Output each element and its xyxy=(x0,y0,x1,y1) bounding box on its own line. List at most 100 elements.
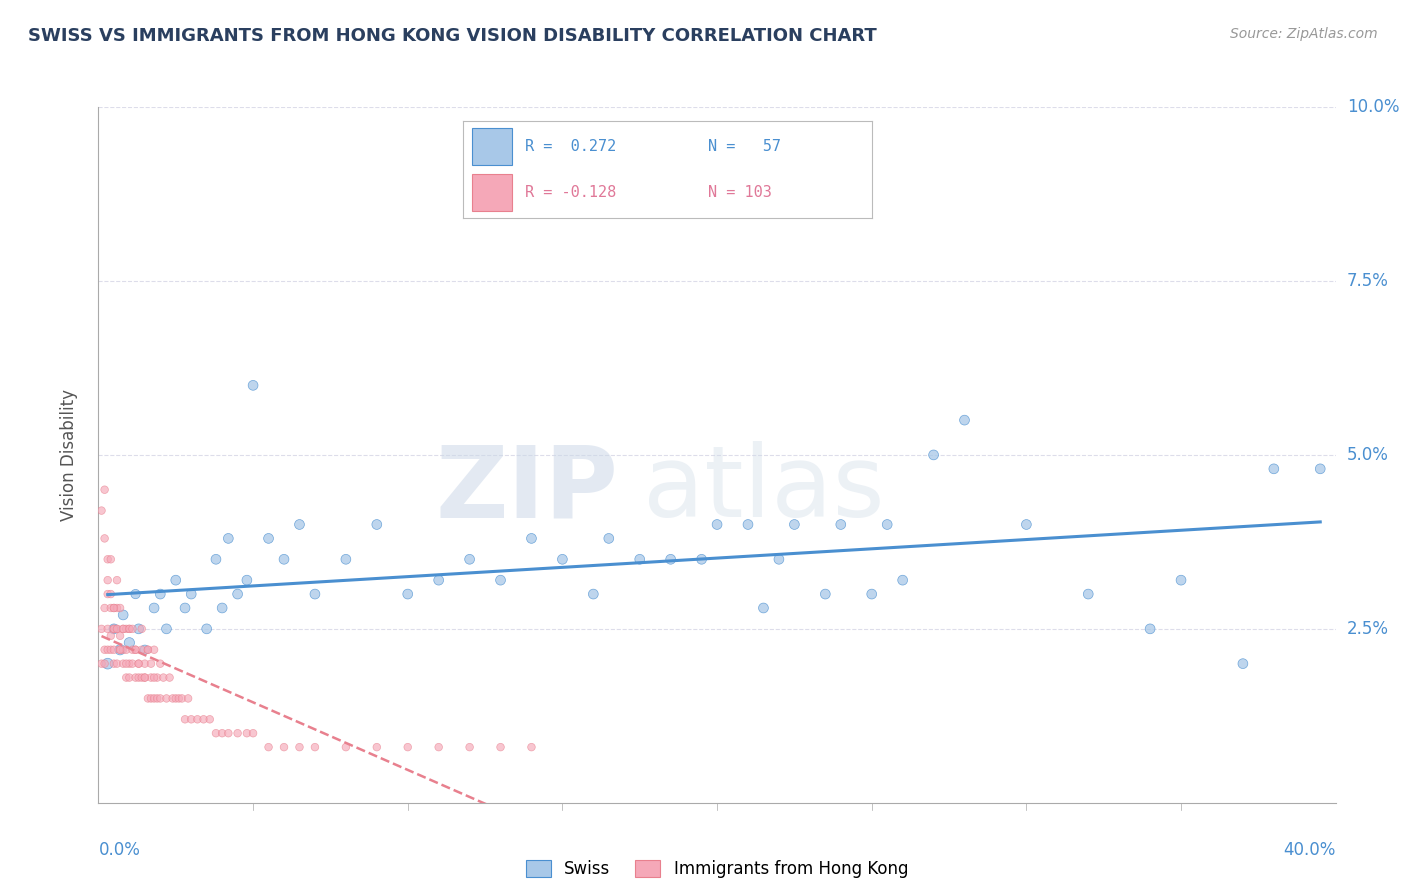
Point xyxy=(93,601,115,615)
Point xyxy=(103,601,125,615)
Point xyxy=(103,622,125,636)
Text: 7.5%: 7.5% xyxy=(1347,272,1389,290)
Point xyxy=(205,726,228,740)
Point xyxy=(112,607,135,622)
Point xyxy=(520,740,543,755)
Point xyxy=(195,622,218,636)
Point xyxy=(131,671,153,685)
Point xyxy=(100,552,122,566)
Point xyxy=(170,691,193,706)
Legend: Swiss, Immigrants from Hong Kong: Swiss, Immigrants from Hong Kong xyxy=(519,854,915,885)
Point xyxy=(115,622,138,636)
Point xyxy=(783,517,806,532)
Point xyxy=(891,573,914,587)
Point xyxy=(427,740,450,755)
Point xyxy=(93,657,115,671)
Point xyxy=(830,517,852,532)
Point xyxy=(108,642,131,657)
Point xyxy=(108,642,131,657)
Point xyxy=(121,657,143,671)
Point xyxy=(105,573,128,587)
Point xyxy=(128,657,150,671)
Point xyxy=(90,657,112,671)
Point xyxy=(134,671,156,685)
Point xyxy=(93,642,115,657)
Point xyxy=(90,622,112,636)
Point xyxy=(97,657,120,671)
Point xyxy=(335,740,357,755)
Point xyxy=(149,587,172,601)
Point xyxy=(737,517,759,532)
Point xyxy=(103,622,125,636)
Point xyxy=(93,532,115,546)
Point xyxy=(489,573,512,587)
Point xyxy=(131,642,153,657)
Point xyxy=(121,642,143,657)
Point xyxy=(198,712,221,726)
Point xyxy=(136,642,159,657)
Point xyxy=(217,532,239,546)
Point xyxy=(112,622,135,636)
Point xyxy=(155,622,177,636)
Point xyxy=(155,691,177,706)
Point xyxy=(174,712,197,726)
Point xyxy=(143,671,166,685)
Point xyxy=(97,587,120,601)
Point xyxy=(288,517,311,532)
Point xyxy=(177,691,200,706)
Point xyxy=(115,642,138,657)
Point xyxy=(118,622,141,636)
Point xyxy=(174,601,197,615)
Point xyxy=(112,642,135,657)
Point xyxy=(146,691,169,706)
Point xyxy=(598,532,620,546)
Point xyxy=(752,601,775,615)
Point xyxy=(366,517,388,532)
Point xyxy=(226,587,249,601)
Y-axis label: Vision Disability: Vision Disability xyxy=(59,389,77,521)
Point xyxy=(118,636,141,650)
Point xyxy=(124,642,146,657)
Point xyxy=(115,657,138,671)
Point xyxy=(103,657,125,671)
Point xyxy=(121,622,143,636)
Point xyxy=(242,726,264,740)
Point xyxy=(953,413,976,427)
Point xyxy=(458,552,481,566)
Point xyxy=(105,622,128,636)
Point xyxy=(100,587,122,601)
Point xyxy=(128,671,150,685)
Point xyxy=(105,622,128,636)
Point xyxy=(1263,462,1285,476)
Point xyxy=(1309,462,1331,476)
Point xyxy=(180,712,202,726)
Point xyxy=(165,573,187,587)
Point xyxy=(236,726,259,740)
Point xyxy=(520,532,543,546)
Point xyxy=(128,622,150,636)
Point xyxy=(162,691,184,706)
Point xyxy=(139,691,162,706)
Point xyxy=(105,601,128,615)
Point xyxy=(134,671,156,685)
Point xyxy=(103,642,125,657)
Point xyxy=(136,691,159,706)
Point xyxy=(124,671,146,685)
Point xyxy=(205,552,228,566)
Point xyxy=(304,587,326,601)
Point xyxy=(366,740,388,755)
Point xyxy=(100,642,122,657)
Point xyxy=(1170,573,1192,587)
Point xyxy=(628,552,651,566)
Point xyxy=(134,657,156,671)
Point xyxy=(288,740,311,755)
Point xyxy=(876,517,898,532)
Point xyxy=(1139,622,1161,636)
Point xyxy=(427,573,450,587)
Text: 5.0%: 5.0% xyxy=(1347,446,1389,464)
Point xyxy=(211,601,233,615)
Text: 0.0%: 0.0% xyxy=(98,841,141,859)
Text: 2.5%: 2.5% xyxy=(1347,620,1389,638)
Point xyxy=(143,642,166,657)
Text: 10.0%: 10.0% xyxy=(1347,98,1399,116)
